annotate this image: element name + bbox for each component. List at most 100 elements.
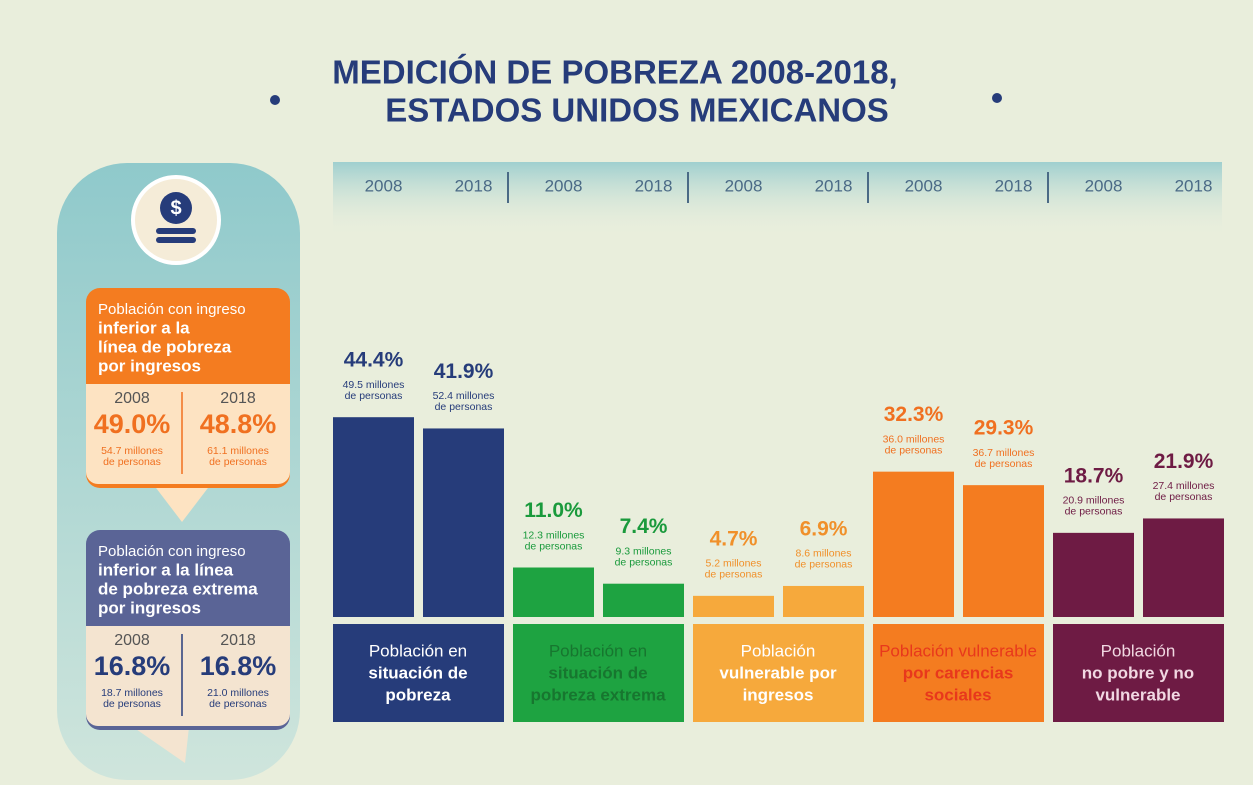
box-people: 21.0 millones <box>207 687 269 699</box>
box-body-top <box>86 384 290 404</box>
value-label: 21.9% <box>1154 450 1214 473</box>
category-label: situación de <box>548 663 647 682</box>
category-label: vulnerable por <box>719 663 837 682</box>
coin-icon <box>160 192 192 224</box>
value-label: 4.7% <box>710 527 758 550</box>
box-value: 16.8% <box>94 651 171 681</box>
category-label: pobreza <box>385 685 451 704</box>
box-year: 2018 <box>220 390 256 407</box>
year-label: 2008 <box>1085 176 1123 195</box>
people-label: de personas <box>1065 506 1123 518</box>
box-title: inferior a la <box>98 318 190 337</box>
category-box <box>1053 624 1224 722</box>
category-label: Población <box>741 641 816 660</box>
box-value: 16.8% <box>200 651 277 681</box>
box-people: 61.1 millones <box>207 445 269 457</box>
value-label: 29.3% <box>974 417 1034 440</box>
box-people: de personas <box>103 698 161 710</box>
people-label: de personas <box>795 559 853 571</box>
bar <box>873 471 954 617</box>
people-label: de personas <box>435 401 493 413</box>
year-label: 2018 <box>995 176 1033 195</box>
value-label: 11.0% <box>524 499 583 522</box>
category-label: ingresos <box>743 685 814 704</box>
box-title: inferior a la línea <box>98 560 234 579</box>
category-label: Población en <box>369 641 467 660</box>
box-title: línea de pobreza <box>98 337 232 356</box>
bar <box>423 428 504 617</box>
category-box <box>873 624 1044 722</box>
box-value: 48.8% <box>200 409 277 439</box>
category-label: pobreza extrema <box>530 685 666 704</box>
year-label: 2008 <box>545 176 583 195</box>
year-label: 2008 <box>725 176 763 195</box>
year-label: 2008 <box>365 176 403 195</box>
category-label: sociales <box>924 685 991 704</box>
coin-stack <box>156 228 196 234</box>
coin-symbol: $ <box>170 197 181 219</box>
people-label: de personas <box>1155 491 1213 503</box>
category-label: Población <box>1101 641 1176 660</box>
category-label: no pobre y no <box>1082 663 1194 682</box>
box-people: 18.7 millones <box>101 687 163 699</box>
dot <box>270 95 280 105</box>
value-label: 32.3% <box>884 403 944 426</box>
box-people: 54.7 millones <box>101 445 163 457</box>
people-label: 5.2 millones <box>705 558 761 570</box>
value-label: 6.9% <box>800 517 848 540</box>
year-label: 2018 <box>815 176 853 195</box>
dot <box>992 93 1002 103</box>
box-body <box>86 384 290 484</box>
coin-stack <box>156 237 196 243</box>
box-people: de personas <box>209 698 267 710</box>
bar <box>1143 518 1224 617</box>
box-people: de personas <box>103 456 161 468</box>
box-title: de pobreza extrema <box>98 579 258 598</box>
box-title: por ingresos <box>98 598 201 617</box>
category-box <box>333 624 504 722</box>
people-label: 9.3 millones <box>615 545 671 557</box>
people-label: de personas <box>615 556 673 568</box>
year-label: 2018 <box>455 176 493 195</box>
bar <box>603 583 684 617</box>
bar <box>513 567 594 617</box>
people-label: de personas <box>705 569 763 581</box>
people-label: de personas <box>975 458 1033 470</box>
people-label: 27.4 millones <box>1153 480 1215 492</box>
box-title: Población con ingreso <box>98 543 246 560</box>
value-label: 7.4% <box>620 515 668 538</box>
box-body-top <box>86 626 290 646</box>
category-label: vulnerable <box>1095 685 1180 704</box>
box-people: de personas <box>209 456 267 468</box>
category-label: situación de <box>368 663 467 682</box>
bar <box>693 595 774 617</box>
box-year: 2008 <box>114 390 150 407</box>
box-title: Población con ingreso <box>98 301 246 318</box>
category-box <box>513 624 684 722</box>
bar <box>333 417 414 617</box>
box-body <box>86 626 290 726</box>
category-box <box>693 624 864 722</box>
people-label: 12.3 millones <box>523 529 585 541</box>
category-label: por carencias <box>903 663 1014 682</box>
year-label: 2018 <box>1175 176 1213 195</box>
category-label: Población en <box>549 641 647 660</box>
box-year: 2008 <box>114 632 150 649</box>
year-label: 2018 <box>635 176 673 195</box>
people-label: 36.7 millones <box>973 447 1035 459</box>
people-label: 49.5 millones <box>343 379 405 391</box>
bar <box>1053 532 1134 617</box>
box-value: 49.0% <box>94 409 171 439</box>
title: MEDICIÓN DE POBREZA 2008-2018, <box>332 54 897 91</box>
people-label: 20.9 millones <box>1063 495 1125 507</box>
value-label: 44.4% <box>344 349 404 372</box>
title: ESTADOS UNIDOS MEXICANOS <box>385 92 889 129</box>
year-label: 2008 <box>905 176 943 195</box>
people-label: 52.4 millones <box>433 390 495 402</box>
people-label: 36.0 millones <box>883 433 945 445</box>
people-label: de personas <box>345 390 403 402</box>
bar <box>963 485 1044 617</box>
year-band <box>333 162 1222 237</box>
people-label: de personas <box>525 540 583 552</box>
